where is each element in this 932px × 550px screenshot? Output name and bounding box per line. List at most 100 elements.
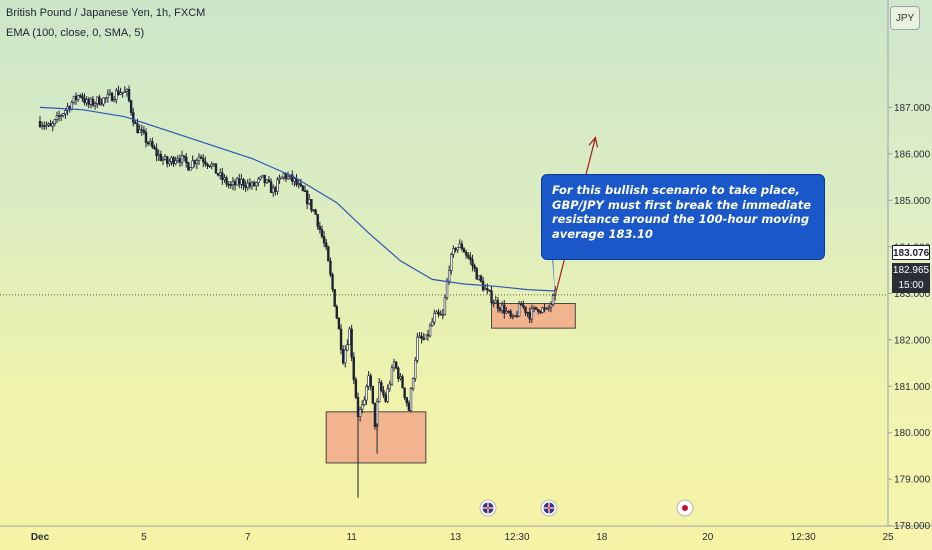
candle-body <box>388 383 391 390</box>
candle-body <box>377 382 381 402</box>
annotation-callout: For this bullish scenario to take place,… <box>541 174 825 260</box>
candle-body <box>153 146 156 150</box>
candle-body <box>392 361 396 369</box>
x-tick-label: 12:30 <box>504 532 529 543</box>
candle-body <box>204 161 207 165</box>
candle-body <box>375 401 379 427</box>
candle-body <box>532 306 536 309</box>
candle-body <box>528 312 531 320</box>
x-tick-label: 5 <box>141 532 147 543</box>
candle-body <box>280 176 283 179</box>
candle-body <box>452 248 455 255</box>
candle-body <box>282 173 285 178</box>
candle-body <box>53 119 57 124</box>
candle-body <box>83 98 86 104</box>
candle-body <box>43 125 46 127</box>
y-tick-label: 183.000 <box>894 289 931 300</box>
candle-body <box>356 397 360 417</box>
candle-body <box>172 157 175 165</box>
candle-body <box>447 269 451 282</box>
x-tick-label: Dec <box>31 532 50 543</box>
candle-body <box>460 243 464 250</box>
candle-body <box>216 173 220 176</box>
candle-body <box>526 312 529 314</box>
candle-body <box>102 97 105 105</box>
candle-body <box>208 165 211 167</box>
candle-body <box>361 404 364 410</box>
candle-body <box>490 290 493 303</box>
candle-body <box>543 307 546 310</box>
candle-body <box>193 160 196 164</box>
candle-body <box>159 154 163 161</box>
symbol-title[interactable]: British Pound / Japanese Yen, 1h, FXCM <box>6 7 206 19</box>
candle-body <box>437 311 440 315</box>
candle-body <box>318 226 322 230</box>
candle-body <box>384 394 387 402</box>
candle-body <box>202 158 205 163</box>
candle-body <box>394 361 398 369</box>
indicator-legend[interactable]: EMA (100, close, 0, SMA, 5) <box>6 27 145 39</box>
candle-body <box>178 158 182 163</box>
candle-body <box>403 387 406 398</box>
candle-body <box>456 247 459 251</box>
projection-arrowhead <box>588 136 599 148</box>
candle-body <box>348 328 351 346</box>
candle-body <box>416 336 419 361</box>
candle-body <box>477 275 481 280</box>
candle-body <box>59 115 63 117</box>
candle-body <box>269 181 273 193</box>
candle-body <box>45 124 48 127</box>
candle-body <box>206 163 209 166</box>
candle-body <box>138 129 141 134</box>
candle-body <box>161 159 165 161</box>
candle-body <box>530 308 534 320</box>
y-tick-label: 181.000 <box>894 382 931 393</box>
candle-body <box>259 176 262 180</box>
candle-body <box>40 125 44 127</box>
candle-body <box>420 335 423 339</box>
ema-line[interactable] <box>39 106 556 292</box>
candle-body <box>146 142 150 145</box>
candle-body <box>142 130 146 133</box>
x-tick-label: 20 <box>702 532 714 543</box>
candle-body <box>134 122 137 125</box>
candle-body <box>96 96 99 104</box>
candle-body <box>547 306 551 309</box>
candle-body <box>187 162 190 171</box>
candle-body <box>176 158 179 161</box>
candle-body <box>486 288 489 291</box>
candle-body <box>522 304 525 308</box>
candle-body <box>214 163 218 174</box>
candle-body <box>333 289 336 307</box>
candle-body <box>129 100 133 113</box>
candle-body <box>314 209 317 215</box>
candle-body <box>339 328 343 350</box>
candle-body <box>47 123 50 126</box>
candle-body <box>151 141 154 148</box>
candle-body <box>149 141 152 145</box>
candle-body <box>418 335 421 338</box>
candle-body <box>305 190 309 205</box>
candle-body <box>276 179 279 192</box>
candle-body <box>443 297 447 315</box>
candle-body <box>344 349 347 364</box>
candle-body <box>210 164 213 167</box>
candle-body <box>231 181 235 186</box>
candle-body <box>549 304 553 308</box>
candle-body <box>494 300 497 303</box>
candle-body <box>74 95 78 100</box>
candle-body <box>170 157 173 162</box>
candle-body <box>163 156 167 160</box>
ema-price-tag: 183.076 <box>892 245 930 260</box>
candle-body <box>439 313 442 316</box>
candle-body <box>312 209 315 212</box>
candle-body <box>168 161 171 164</box>
candle-body <box>221 172 224 180</box>
candle-body <box>174 160 177 165</box>
candle-body <box>81 95 84 99</box>
candle-body <box>329 260 332 276</box>
currency-button[interactable]: JPY <box>890 6 920 30</box>
candle-body <box>308 199 311 205</box>
